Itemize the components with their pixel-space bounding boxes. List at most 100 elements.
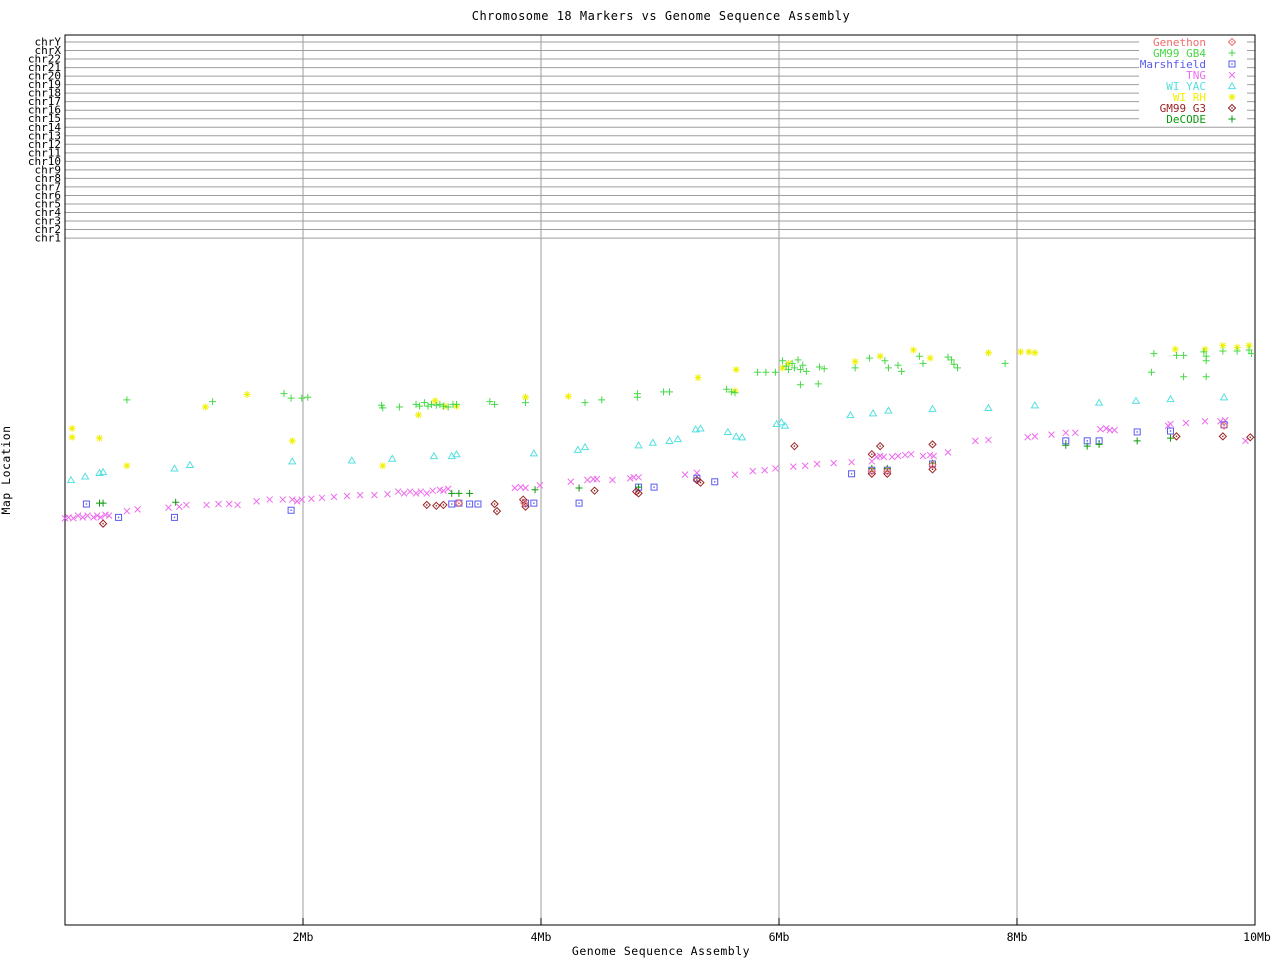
data-point-marshfield bbox=[696, 477, 698, 479]
data-point-wi-rh bbox=[1171, 345, 1179, 353]
data-point-wi-rh bbox=[876, 352, 884, 360]
data-point-gm99-g3 bbox=[696, 478, 705, 487]
data-point-genethon bbox=[867, 466, 877, 476]
data-point-tng bbox=[412, 489, 420, 497]
data-point-gm99-gb4 bbox=[666, 388, 674, 396]
data-point-tng bbox=[801, 462, 809, 470]
data-point-wi-yac bbox=[1219, 393, 1229, 401]
data-point-tng bbox=[536, 481, 544, 489]
data-point-gm99-gb4 bbox=[298, 394, 306, 402]
data-point-marshfield bbox=[1169, 430, 1172, 432]
chr-label: chr17 bbox=[28, 95, 61, 108]
data-point-wi-rh bbox=[96, 434, 104, 442]
data-point-gm99-g3 bbox=[871, 453, 873, 455]
data-point-gm99-g3 bbox=[524, 506, 527, 508]
data-point-gm99-gb4 bbox=[1180, 373, 1188, 381]
data-point-gm99-gb4 bbox=[790, 364, 798, 372]
data-point-wi-rh bbox=[851, 358, 859, 366]
data-point-marshfield bbox=[530, 499, 538, 507]
legend-marker bbox=[1227, 81, 1237, 90]
data-point-wi-yac bbox=[780, 421, 790, 429]
data-point-tng bbox=[288, 496, 296, 503]
data-point-wi-yac bbox=[1094, 398, 1104, 406]
data-point-tng bbox=[1048, 431, 1055, 438]
data-point-gm99-g3 bbox=[931, 443, 934, 446]
data-point-gm99-g3 bbox=[886, 473, 888, 475]
data-point-marshfield bbox=[474, 500, 482, 508]
data-point-marshfield bbox=[1098, 440, 1100, 442]
chr-label: chr6 bbox=[35, 189, 62, 202]
data-point-genethon bbox=[871, 470, 873, 472]
data-point-wi-yac bbox=[731, 432, 741, 440]
data-point-tng bbox=[293, 498, 301, 505]
legend-box bbox=[1139, 36, 1247, 126]
chr-label: chrY bbox=[35, 36, 62, 49]
legend-marker bbox=[1228, 115, 1236, 123]
data-point-marshfield bbox=[850, 473, 853, 475]
data-point-wi-rh bbox=[1245, 342, 1253, 350]
chr-label: chr20 bbox=[28, 70, 61, 83]
data-point-gm99-g3 bbox=[442, 504, 445, 506]
data-point-gm99-gb4 bbox=[598, 396, 606, 404]
data-point-tng bbox=[985, 436, 992, 444]
data-point-gm99-g3 bbox=[699, 481, 702, 484]
x-tick-label: 4Mb bbox=[531, 930, 552, 944]
data-point-wi-rh bbox=[984, 349, 992, 357]
legend-label: DeCODE bbox=[1166, 113, 1206, 126]
data-point-wi-yac bbox=[1166, 394, 1175, 403]
data-point-wi-rh bbox=[779, 364, 787, 372]
data-point-gm99-gb4 bbox=[1150, 350, 1158, 358]
data-point-tng bbox=[971, 437, 979, 445]
data-point-tng bbox=[749, 467, 757, 475]
chr-label: chr15 bbox=[28, 112, 61, 125]
data-point-gm99-g3 bbox=[493, 503, 496, 505]
data-point-tng bbox=[234, 501, 241, 509]
data-point-marshfield bbox=[448, 500, 456, 508]
data-point-gm99-g3 bbox=[422, 500, 431, 510]
data-point-gm99-g3 bbox=[1218, 432, 1228, 441]
data-point-decode bbox=[448, 489, 456, 497]
data-point-gm99-gb4 bbox=[280, 390, 288, 398]
data-point-wi-rh bbox=[1031, 349, 1039, 357]
data-point-gm99-g3 bbox=[928, 440, 937, 449]
data-point-gm99-g3 bbox=[496, 510, 498, 512]
data-point-tng bbox=[298, 496, 306, 503]
data-point-tng bbox=[175, 503, 183, 511]
data-point-gm99-g3 bbox=[790, 441, 799, 451]
data-point-gm99-gb4 bbox=[782, 362, 790, 370]
legend-marker bbox=[1227, 37, 1237, 47]
data-point-wi-rh bbox=[288, 437, 296, 445]
data-point-tng bbox=[1071, 429, 1079, 437]
data-point-tng bbox=[318, 494, 326, 502]
data-point-wi-yac bbox=[573, 445, 583, 453]
data-point-gm99-gb4 bbox=[304, 393, 312, 401]
data-point-gm99-g3 bbox=[492, 506, 502, 516]
data-point-gm99-gb4 bbox=[881, 357, 889, 365]
data-point-wi-rh bbox=[1025, 348, 1033, 356]
data-point-marshfield bbox=[650, 483, 658, 491]
data-point-marshfield bbox=[170, 513, 178, 521]
data-point-tng bbox=[134, 506, 141, 513]
data-point-tng bbox=[423, 489, 431, 497]
data-point-gm99-gb4 bbox=[379, 404, 387, 412]
data-point-gm99-gb4 bbox=[428, 400, 436, 408]
data-point-gm99-gb4 bbox=[123, 396, 131, 404]
data-point-marshfield bbox=[115, 513, 123, 521]
data-point-gm99-gb4 bbox=[1147, 368, 1155, 376]
data-point-tng bbox=[165, 504, 172, 511]
data-point-gm99-gb4 bbox=[865, 354, 873, 362]
data-point-tng bbox=[789, 463, 797, 471]
chr-label: chr1 bbox=[35, 232, 62, 245]
data-point-wi-rh bbox=[732, 366, 740, 374]
data-point-decode bbox=[1095, 440, 1103, 448]
data-point-tng bbox=[681, 471, 689, 479]
data-point-wi-yac bbox=[723, 427, 733, 436]
data-point-gm99-gb4 bbox=[416, 402, 424, 410]
data-point-gm99-gb4 bbox=[1219, 347, 1227, 355]
legend-marker bbox=[1228, 49, 1236, 57]
data-point-tng bbox=[919, 452, 927, 460]
data-point-marshfield bbox=[1167, 427, 1175, 435]
data-point-marshfield bbox=[173, 516, 176, 519]
data-point-wi-rh bbox=[926, 354, 934, 362]
data-point-gm99-gb4 bbox=[1233, 347, 1241, 355]
